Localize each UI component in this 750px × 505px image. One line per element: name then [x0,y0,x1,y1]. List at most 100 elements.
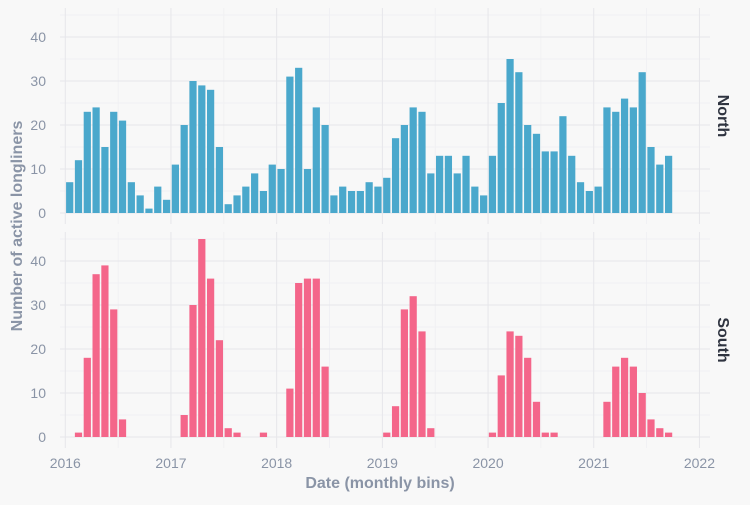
bar-south [409,296,417,437]
bar-north [66,182,74,213]
bar-north [664,155,673,213]
bar-north [506,59,514,213]
bar-south [92,274,100,437]
bar-south [101,265,109,437]
bar-north [383,177,391,213]
bar-south [110,309,118,437]
bar-south [383,432,391,437]
bar-south [286,388,294,437]
bar-south [74,432,83,437]
bar-north [365,182,373,213]
bar-south [215,340,224,437]
bar-north [524,125,532,213]
y-tick-label: 40 [30,253,46,269]
bar-south [391,406,400,437]
bar-south [506,331,514,437]
bar-north [656,164,664,213]
bar-north [259,191,268,213]
bar-north [427,173,435,213]
bar-north [629,107,637,213]
bar-north [638,72,646,213]
bar-north [356,191,364,213]
bar-south [118,419,127,437]
bar-north [647,147,655,213]
bar-south [541,432,549,437]
bar-south [620,357,629,437]
bar-south [207,278,215,437]
y-tick-label: 0 [38,205,46,221]
x-tick-label: 2022 [684,455,715,471]
bar-north [374,186,382,213]
bar-north [110,111,118,213]
bar-north [471,186,479,213]
bar-north [497,103,505,213]
bar-north [612,111,620,213]
bar-south [515,335,523,437]
bar-south [647,419,655,437]
bar-north [207,89,215,213]
y-tick-label: 30 [30,297,46,313]
bar-south [312,278,320,437]
bar-south [603,401,611,437]
bar-north [409,107,417,213]
panel-south: 0 10 20 30 40 South [30,232,731,448]
facet-label-north: North [714,95,731,138]
bar-north [136,195,144,213]
bar-north [585,191,593,213]
bar-north [444,155,453,213]
bar-north [462,155,470,213]
bar-north [321,125,329,213]
y-tick-label: 0 [38,429,46,445]
bar-south [321,366,329,437]
bar-south [83,357,91,437]
bar-south [198,239,206,437]
bar-north [189,81,197,213]
x-tick-label: 2019 [367,455,398,471]
x-tick-label: 2020 [472,455,503,471]
bar-north [418,111,426,213]
bar-north [339,186,347,213]
bar-north [118,120,127,213]
y-tick-label: 20 [30,117,46,133]
bar-north [101,147,109,213]
bar-south [612,366,620,437]
bar-north [576,182,585,213]
y-tick-label: 10 [30,161,46,177]
y-tick-label: 40 [30,29,46,45]
bar-south [233,432,241,437]
panel-north: 0 10 20 30 40 North [30,8,731,224]
bar-south [224,428,232,437]
bar-south [488,432,497,437]
y-tick-label: 20 [30,341,46,357]
bar-north [400,125,408,213]
bar-south [629,366,637,437]
bar-north [603,107,611,213]
bar-north [541,151,549,213]
bar-south [295,283,303,437]
bar-north [242,186,250,213]
bar-north [233,195,241,213]
bar-south [259,432,268,437]
bar-south [180,415,188,437]
bar-north [92,107,100,213]
bar-north [568,155,576,213]
bar-north [480,195,488,213]
bar-south [189,305,197,437]
bar-south [656,428,664,437]
bar-north [453,173,461,213]
bar-north [268,164,276,213]
bar-north [620,98,629,213]
x-axis-title: Date (monthly bins) [305,475,454,492]
bar-north [162,199,171,213]
bar-north [347,191,356,213]
bar-south [532,401,541,437]
bar-north [303,169,312,213]
bar-south [497,375,505,437]
y-tick-label: 10 [30,385,46,401]
bar-north [330,195,338,213]
bar-north [594,186,602,213]
bar-north [127,182,135,213]
bar-south [524,357,532,437]
